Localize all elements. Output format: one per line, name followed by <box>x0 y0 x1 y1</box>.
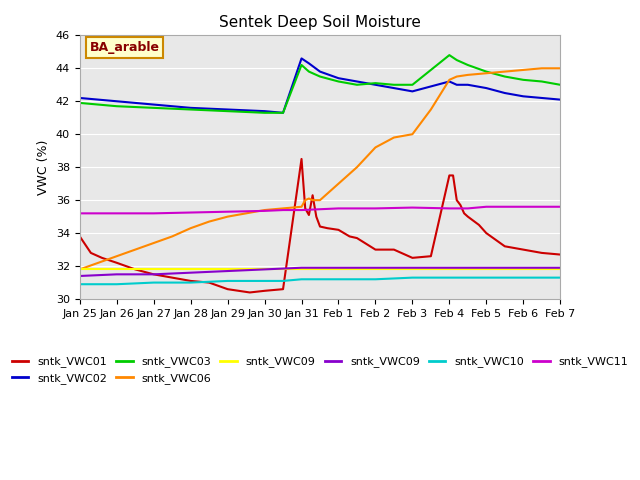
Text: BA_arable: BA_arable <box>90 41 159 54</box>
Title: Sentek Deep Soil Moisture: Sentek Deep Soil Moisture <box>219 15 421 30</box>
Legend: sntk_VWC01, sntk_VWC02, sntk_VWC03, sntk_VWC06, sntk_VWC09, sntk_VWC09, sntk_VWC: sntk_VWC01, sntk_VWC02, sntk_VWC03, sntk… <box>7 352 633 388</box>
Y-axis label: VWC (%): VWC (%) <box>37 140 51 195</box>
